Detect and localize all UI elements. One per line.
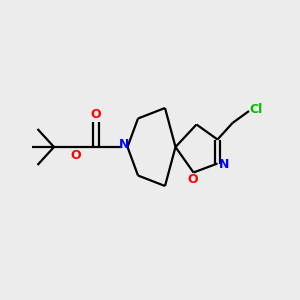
Text: Cl: Cl [249, 103, 262, 116]
Text: O: O [187, 172, 198, 186]
Text: O: O [91, 108, 101, 122]
Text: N: N [119, 137, 129, 151]
Text: N: N [219, 158, 229, 172]
Text: O: O [70, 148, 81, 162]
